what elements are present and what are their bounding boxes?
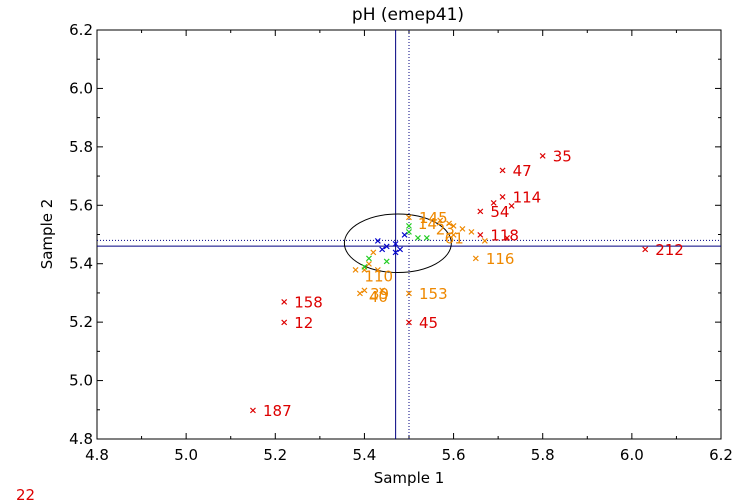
data-point-red: × <box>249 405 257 416</box>
data-point-blue: × <box>374 236 382 247</box>
confidence-ellipse-layer <box>343 213 452 273</box>
data-point-label: 47 <box>513 162 532 180</box>
data-point-orange: × <box>378 286 386 297</box>
data-point-orange: × <box>369 248 377 259</box>
data-point-red: × <box>476 207 484 218</box>
y-tick-label: 5.0 <box>69 372 93 390</box>
data-point-green: × <box>365 253 373 264</box>
data-point-blue: × <box>391 248 399 259</box>
data-point-label: 110 <box>364 267 393 285</box>
data-point-label: 54 <box>490 203 509 221</box>
data-point-label: 40 <box>369 288 388 306</box>
x-tick-label: 5.0 <box>174 446 198 464</box>
confidence-ellipse <box>343 213 452 273</box>
data-point-label: 39 <box>370 285 389 303</box>
data-point-orange: × <box>467 227 475 238</box>
data-point-label: 12 <box>294 314 313 332</box>
data-point-label: 35 <box>553 148 572 166</box>
data-point-red: × <box>641 245 649 256</box>
data-point-label: 61 <box>445 229 464 247</box>
data-point-label: 145 <box>419 209 448 227</box>
data-point-orange: × <box>351 265 359 276</box>
data-point-label: 187 <box>263 402 292 420</box>
data-point-orange: × <box>481 236 489 247</box>
x-tick-label: 4.8 <box>85 446 109 464</box>
data-point-orange: × <box>374 265 382 276</box>
data-point-orange: × <box>365 259 373 270</box>
corner-note: 22 <box>16 486 35 500</box>
data-point-red: × <box>405 318 413 329</box>
data-point-orange: × <box>405 212 413 223</box>
data-point-label: 116 <box>486 250 515 268</box>
data-point-red: × <box>280 318 288 329</box>
data-point-label: 45 <box>419 314 438 332</box>
data-point-label: 14 <box>418 215 437 233</box>
x-tick-label: 5.4 <box>352 446 376 464</box>
y-tick-label: 5.4 <box>69 255 93 273</box>
data-point-green: × <box>405 227 413 238</box>
axis-ticks: 4.8 5.0 5.2 5.4 5.6 5.8 6.0 6.2 4.8 5.0 5.2 5.4 5.6 5… <box>69 21 733 464</box>
reference-lines <box>97 30 721 439</box>
data-point-orange: × <box>360 286 368 297</box>
data-point-label: 212 <box>655 241 684 259</box>
data-point-green: × <box>383 256 391 267</box>
x-tick-label: 5.2 <box>263 446 287 464</box>
y-axis-title: Sample 2 <box>38 199 56 270</box>
data-point-red: × <box>498 166 506 177</box>
data-point-red: × <box>489 198 497 209</box>
data-point-orange: × <box>445 218 453 229</box>
data-point-red: × <box>280 297 288 308</box>
data-point-orange: × <box>458 224 466 235</box>
data-points: × 35× 47× 114× ×× 54× 118×× 212× 158× 12 × 45× 187× 1… <box>249 148 684 420</box>
data-point-label: 118 <box>490 227 519 245</box>
data-point-red: × <box>507 201 515 212</box>
y-tick-label: 4.8 <box>69 430 93 448</box>
data-point-red: × <box>539 151 547 162</box>
data-point-blue: × <box>400 230 408 241</box>
data-point-blue: × <box>378 245 386 256</box>
data-point-red: × <box>476 230 484 241</box>
x-tick-label: 5.6 <box>442 446 466 464</box>
data-point-blue: × <box>391 239 399 250</box>
x-tick-label: 6.0 <box>620 446 644 464</box>
data-point-orange: × <box>356 288 364 299</box>
data-point-red: × <box>503 233 511 244</box>
data-point-orange: × <box>449 221 457 232</box>
data-point-blue: × <box>383 242 391 253</box>
x-axis-title: Sample 1 <box>374 469 445 487</box>
data-point-green: × <box>405 221 413 232</box>
data-point-orange: × <box>449 230 457 241</box>
data-point-orange: × <box>436 215 444 226</box>
data-point-orange: × <box>405 288 413 299</box>
data-point-label: 23 <box>436 221 455 239</box>
data-point-blue: × <box>396 245 404 256</box>
data-point-label: 153 <box>419 285 448 303</box>
y-tick-label: 6.2 <box>69 21 93 39</box>
y-tick-label: 5.8 <box>69 138 93 156</box>
data-point-label: 114 <box>513 189 542 207</box>
data-point-label: 158 <box>294 294 323 312</box>
y-tick-label: 6.0 <box>69 79 93 97</box>
x-tick-label: 6.2 <box>709 446 733 464</box>
data-point-red: × <box>498 192 506 203</box>
data-point-orange: × <box>472 253 480 264</box>
data-point-green: × <box>414 233 422 244</box>
y-tick-label: 5.6 <box>69 196 93 214</box>
data-point-green: × <box>360 262 368 273</box>
data-point-green: × <box>423 233 431 244</box>
data-point-orange: × <box>360 265 368 276</box>
chart-title: pH (emep41) <box>352 5 464 25</box>
x-tick-label: 5.8 <box>531 446 555 464</box>
y-tick-label: 5.2 <box>69 313 93 331</box>
